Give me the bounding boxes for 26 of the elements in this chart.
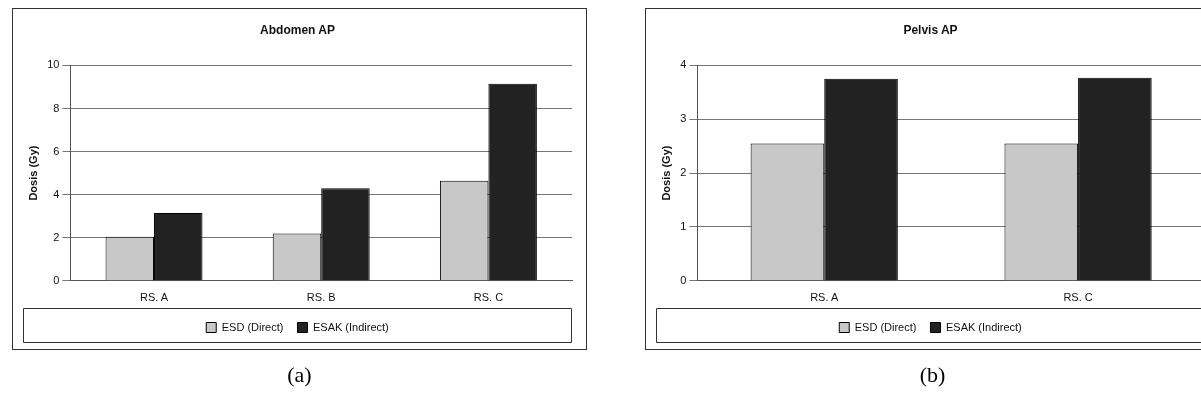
legend-label: ESD (Direct) [854, 320, 917, 333]
chart-title: Abdomen AP [260, 22, 335, 37]
x-tick-label: RS. B [306, 291, 336, 304]
y-tick-label: 2 [680, 166, 687, 179]
y-axis-title: Dosis (Gy) [26, 145, 39, 201]
chart-title: Pelvis AP [903, 22, 958, 37]
y-tick-label: 10 [47, 58, 60, 71]
text: (a) [286, 362, 313, 388]
legend-label: ESAK (Indirect) [945, 320, 1022, 333]
legend-label: ESAK (Indirect) [312, 320, 389, 333]
x-tick-label: RS. A [139, 291, 169, 304]
x-tick-label: RS. C [473, 291, 504, 304]
y-tick-label: 2 [53, 230, 60, 243]
y-tick-label: 1 [680, 219, 687, 232]
x-tick-label: RS. A [810, 291, 839, 304]
legend-label: ESD (Direct) [221, 320, 284, 333]
y-tick-label: 3 [680, 112, 687, 125]
y-tick-label: 6 [53, 144, 60, 157]
y-tick-label: 0 [53, 273, 60, 286]
x-tick-label: RS. C [1063, 291, 1093, 304]
y-axis-title: Dosis (Gy) [659, 145, 672, 201]
y-tick-label: 4 [680, 58, 687, 71]
text: (b) [918, 362, 947, 388]
y-tick-label: 0 [680, 273, 687, 286]
y-tick-label: 4 [53, 187, 60, 200]
y-tick-label: 8 [53, 101, 60, 114]
